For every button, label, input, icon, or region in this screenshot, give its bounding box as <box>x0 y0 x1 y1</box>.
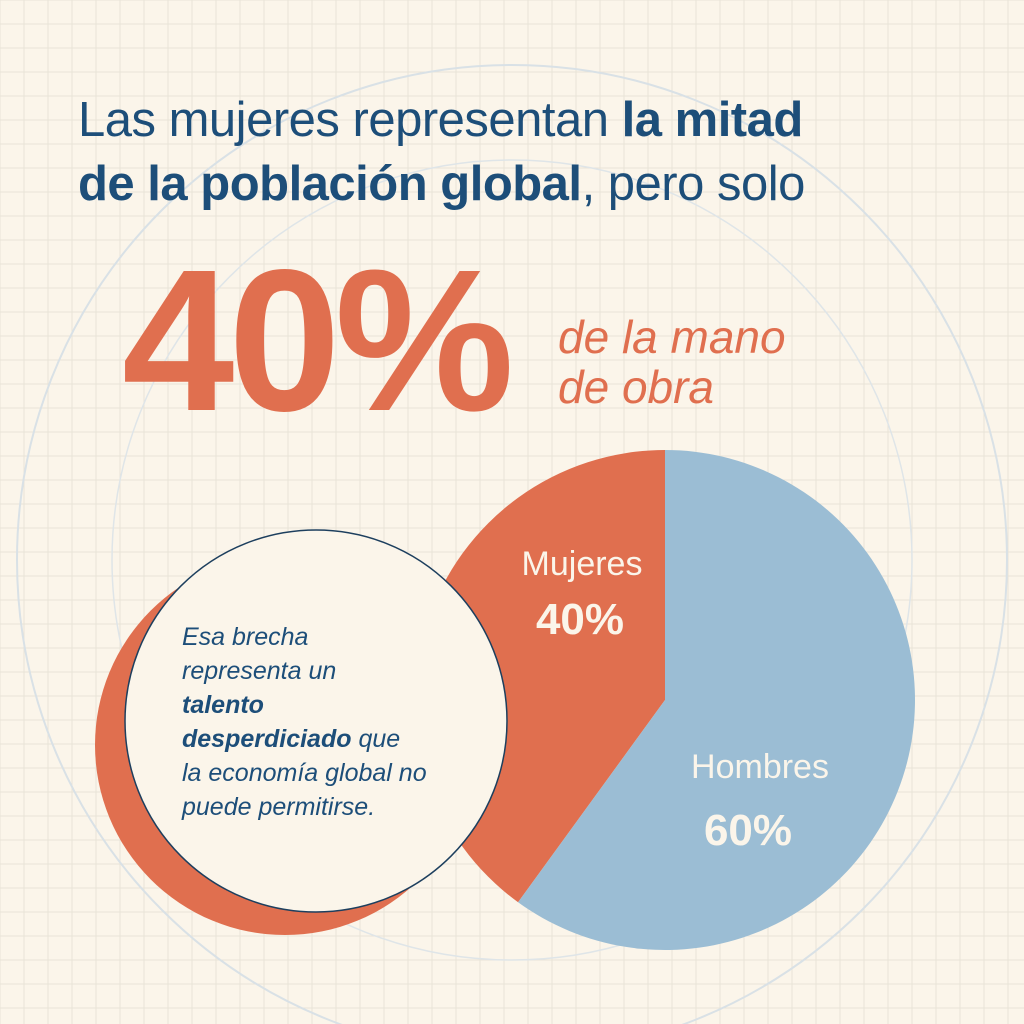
slice-label-hombres: Hombres <box>691 748 829 786</box>
title-bold-1: la mitad <box>621 93 804 147</box>
decor-circle <box>16 64 1008 1024</box>
title-bold-2: de la población global <box>78 157 582 211</box>
title-regular-1: Las mujeres representan <box>78 93 622 147</box>
caption-line-2: de obra <box>558 361 715 413</box>
slice-value-mujeres: 40% <box>535 595 625 644</box>
note-line: puede permitirse. <box>182 793 376 821</box>
headline-value: 40% <box>122 227 514 453</box>
slice-label-mujeres: Mujeres <box>521 545 643 583</box>
note-line: que <box>351 725 401 753</box>
note-bold: talento <box>182 691 264 719</box>
decor-circle <box>111 159 913 961</box>
headline-caption: de la mano de obra <box>558 312 786 412</box>
slice-value-hombres: 60% <box>703 806 793 855</box>
note-line: Esa brecha <box>182 623 309 651</box>
title-regular-2: , pero solo <box>581 157 806 211</box>
caption-line-1: de la mano <box>558 311 786 363</box>
callout-text: Esa brecha representa un talento desperd… <box>182 620 492 824</box>
pie-slice-hombres <box>518 450 915 951</box>
note-line: la economía global no <box>182 759 427 787</box>
page-title: Las mujeres representan la mitad de la p… <box>78 88 805 216</box>
callout-circle <box>124 529 508 913</box>
note-line: representa un <box>182 657 337 685</box>
note-bold: desperdiciado <box>182 725 352 753</box>
